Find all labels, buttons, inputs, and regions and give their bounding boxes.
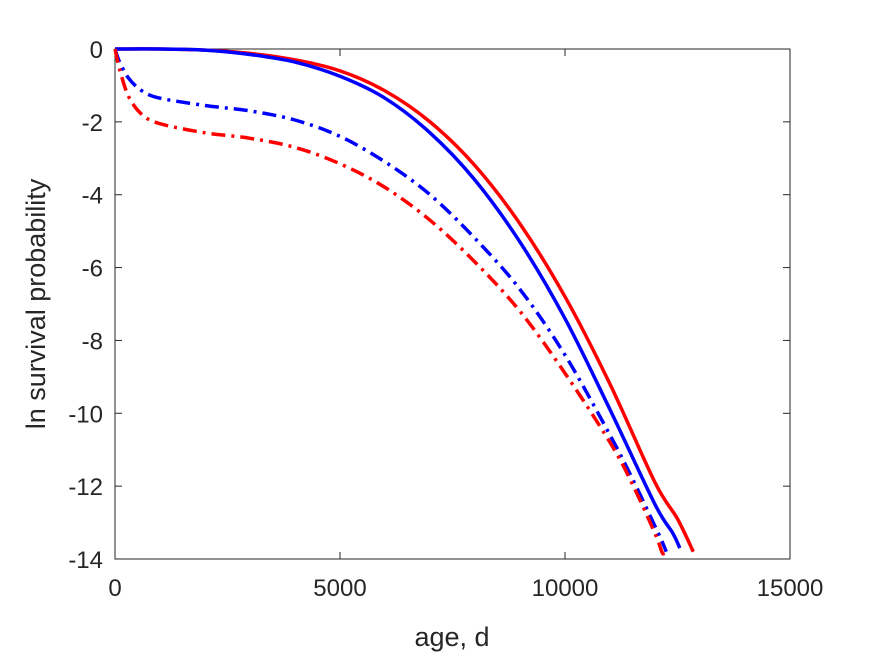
x-tick-label: 5000 bbox=[313, 575, 366, 602]
y-tick-label: -4 bbox=[82, 183, 103, 210]
series-line-blue-solid bbox=[114, 47, 682, 549]
x-axis-ticks: 0 5000 10000 15000 bbox=[108, 49, 823, 602]
y-tick-label: -6 bbox=[82, 256, 103, 283]
y-tick-label: -2 bbox=[82, 110, 103, 137]
x-tick-label: 0 bbox=[108, 575, 121, 602]
y-tick-label: -8 bbox=[82, 328, 103, 355]
y-axis-label: ln survival probability bbox=[21, 178, 51, 429]
series-group bbox=[113, 47, 695, 556]
x-axis-label: age, d bbox=[414, 622, 489, 652]
y-tick-label: -14 bbox=[68, 547, 103, 574]
y-tick-label: 0 bbox=[90, 37, 103, 64]
plot-area bbox=[114, 48, 791, 560]
x-tick-label: 15000 bbox=[757, 575, 824, 602]
series-line-blue-dashdot bbox=[113, 48, 668, 553]
x-tick-label: 10000 bbox=[532, 575, 599, 602]
y-tick-label: -10 bbox=[68, 401, 103, 428]
series-line-red-dashdot bbox=[113, 48, 670, 556]
y-axis-ticks: 0 -2 -4 -6 -8 -10 -12 -14 bbox=[68, 37, 790, 574]
y-tick-label: -12 bbox=[68, 474, 103, 501]
